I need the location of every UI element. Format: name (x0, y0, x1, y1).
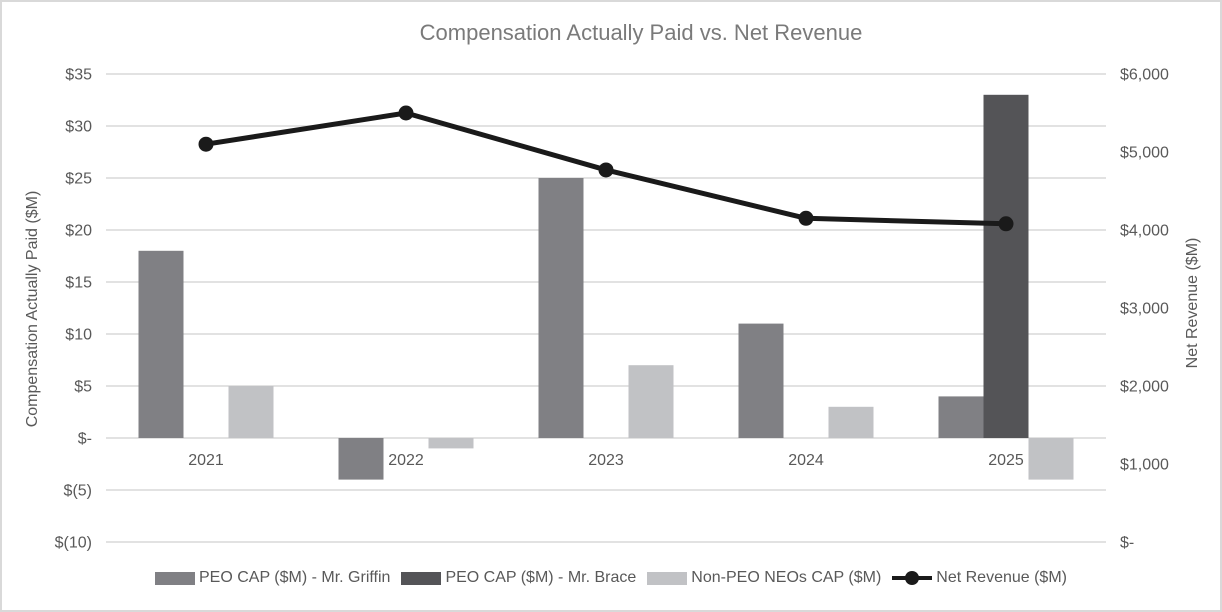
bar-peo-cap-m-mr-griffin (138, 250, 184, 438)
line-marker (198, 136, 214, 152)
right-axis-tick-label: $4,000 (1120, 223, 1169, 240)
legend-label: Non-PEO NEOs CAP ($M) (691, 569, 882, 586)
right-axis-tick-label: $5,000 (1120, 145, 1169, 162)
left-axis-tick-label: $5 (74, 379, 92, 396)
x-axis-category-label: 2022 (388, 452, 424, 469)
left-axis-tick-label: $25 (65, 171, 92, 188)
left-axis-tick-label: $(5) (64, 483, 92, 500)
bar-peo-cap-m-mr-griffin (338, 438, 384, 480)
right-axis-tick-label: $- (1120, 535, 1134, 552)
bar-non-peo-neos-cap-m- (828, 406, 874, 438)
left-axis-tick-label: $20 (65, 223, 92, 240)
left-axis-tick-label: $30 (65, 119, 92, 136)
legend-label: Net Revenue ($M) (936, 569, 1067, 586)
right-axis-tick-label: $3,000 (1120, 301, 1169, 318)
legend-item: PEO CAP ($M) - Mr. Brace (401, 569, 636, 587)
right-axis-tick-label: $2,000 (1120, 379, 1169, 396)
line-marker (798, 210, 814, 226)
x-axis-category-label: 2025 (988, 452, 1024, 469)
bar-peo-cap-m-mr-griffin (938, 396, 984, 438)
line-marker (398, 105, 414, 121)
bar-non-peo-neos-cap-m- (1028, 438, 1074, 480)
legend-item: Net Revenue ($M) (892, 569, 1067, 587)
left-axis-tick-label: $35 (65, 67, 92, 84)
legend-line-marker-icon (892, 571, 933, 585)
left-axis-tick-label: $10 (65, 327, 92, 344)
chart-title: Compensation Actually Paid vs. Net Reven… (419, 20, 863, 45)
bar-non-peo-neos-cap-m- (228, 386, 274, 438)
left-axis-tick-label: $(10) (55, 535, 92, 552)
legend-item: Non-PEO NEOs CAP ($M) (647, 569, 881, 587)
bar-peo-cap-m-mr-griffin (538, 178, 584, 438)
left-axis-tick-label: $- (78, 431, 92, 448)
legend-item: PEO CAP ($M) - Mr. Griffin (155, 569, 390, 587)
bar-non-peo-neos-cap-m- (428, 438, 474, 449)
legend-label: PEO CAP ($M) - Mr. Griffin (199, 569, 391, 586)
legend: PEO CAP ($M) - Mr. Griffin PEO CAP ($M) -… (2, 569, 1220, 587)
line-marker (998, 216, 1014, 232)
bar-peo-cap-m-mr-brace (983, 94, 1029, 439)
legend-swatch-icon (647, 571, 688, 585)
x-axis-category-label: 2021 (188, 452, 224, 469)
right-axis-tick-label: $6,000 (1120, 67, 1169, 84)
bar-non-peo-neos-cap-m- (628, 365, 674, 438)
legend-swatch-icon (155, 571, 195, 585)
left-axis-tick-label: $15 (65, 275, 92, 292)
legend-label: PEO CAP ($M) - Mr. Brace (445, 569, 637, 586)
legend-swatch-icon (401, 571, 442, 585)
x-axis-category-label: 2024 (788, 452, 824, 469)
bar-peo-cap-m-mr-griffin (738, 323, 784, 438)
line-marker (598, 162, 614, 178)
right-axis-tick-label: $1,000 (1120, 457, 1169, 474)
x-axis-category-label: 2023 (588, 452, 624, 469)
